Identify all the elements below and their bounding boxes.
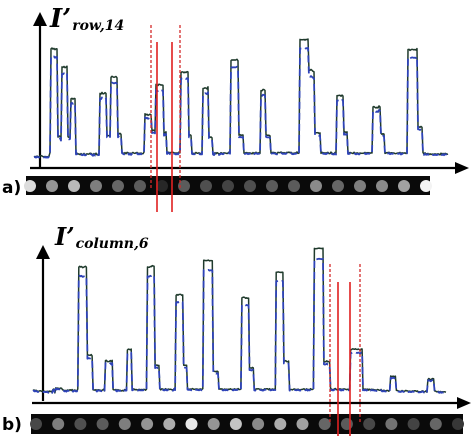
panel-a-spot (376, 180, 388, 192)
panel-b-spot (141, 418, 154, 430)
panel-b-spot (318, 418, 331, 430)
panel-b-spot (229, 418, 242, 430)
panel-b-x-axis-arrowhead (457, 397, 471, 409)
panel-a-spot (112, 180, 124, 192)
panel-a-y-subscript: row,14 (72, 18, 124, 34)
panel-a-label: a) (2, 178, 21, 198)
panel-b-spot (207, 418, 220, 430)
panel-b-measured-trace (32, 247, 447, 394)
panel-b-spot (429, 418, 442, 430)
panel-a-y-axis-title: I’row,14 (49, 4, 124, 34)
panel-b-spot (340, 418, 353, 430)
panel-b-spot (252, 418, 265, 430)
panel-b-spot (363, 418, 376, 430)
panel-a-spot (354, 180, 366, 192)
panel-a-y-symbol: I’ (49, 4, 71, 34)
panel-b-y-axis-arrowhead (36, 245, 50, 259)
panel-b-spot-strip (31, 414, 463, 434)
panel-a: I’row,14 a) (2, 4, 469, 212)
panel-b-y-axis-title: I’column,6 (54, 222, 149, 252)
panel-b-spot (385, 418, 398, 430)
panel-a-spot (156, 180, 168, 192)
panel-a-spot (266, 180, 278, 192)
panel-b-spot (52, 418, 65, 430)
panel-b-spot (296, 418, 309, 430)
panel-b-spot (30, 418, 42, 430)
panel-a-spot (24, 180, 36, 192)
panel-a-spot (398, 180, 410, 192)
panel-b-spot (118, 418, 131, 430)
panel-a-spot (332, 180, 344, 192)
panel-b-spot (74, 418, 87, 430)
panel-a-spot (288, 180, 300, 192)
panel-b: I’column,6 b) (2, 222, 471, 436)
panel-a-spot (46, 180, 58, 192)
panel-b-spot (185, 418, 198, 430)
panel-a-spot-group (24, 180, 432, 192)
panel-a-y-axis-arrowhead (33, 12, 47, 26)
panel-b-spot (407, 418, 420, 430)
panel-a-spot (420, 180, 432, 192)
panel-a-spot (222, 180, 234, 192)
panel-b-spot (96, 418, 109, 430)
panel-b-y-symbol: I’ (54, 222, 75, 251)
panel-a-spot (310, 180, 322, 192)
panel-a-spot (200, 180, 212, 192)
panel-a-measured-trace (33, 38, 449, 158)
panel-b-spot-group (30, 418, 464, 430)
panel-a-spot (244, 180, 256, 192)
panel-b-fitted-trace (32, 257, 447, 395)
panel-b-spot (274, 418, 287, 430)
panel-b-label: b) (2, 415, 22, 435)
panel-a-x-axis-arrowhead (455, 162, 469, 174)
panel-a-spot (90, 180, 102, 192)
panel-a-spot (178, 180, 190, 192)
panel-b-y-subscript: column,6 (76, 236, 149, 252)
panel-b-spot (452, 418, 464, 430)
panel-a-spot (134, 180, 146, 192)
panel-a-spot (68, 180, 80, 192)
panel-b-spot (163, 418, 176, 430)
panel-a-fitted-trace (33, 46, 449, 159)
